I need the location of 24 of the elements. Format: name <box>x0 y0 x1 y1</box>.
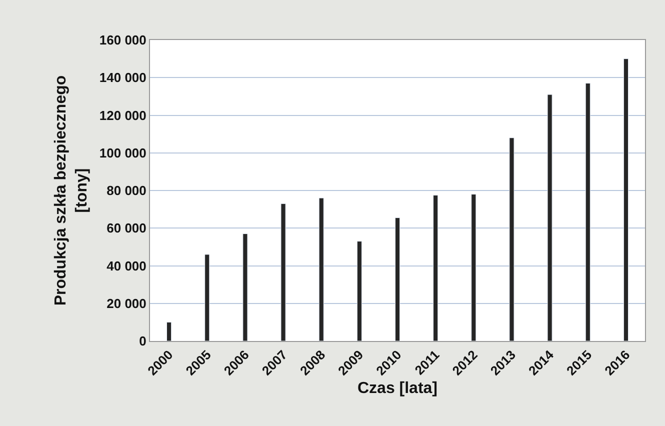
y-tick-label: 160 000 <box>99 32 146 48</box>
y-axis-title: Produkcja szkła bezpiecznego [tony] <box>52 75 90 306</box>
bar <box>433 194 438 341</box>
bar <box>509 138 514 341</box>
y-tick-label: 80 000 <box>106 183 146 198</box>
bar <box>242 234 248 341</box>
bar <box>280 203 286 341</box>
y-tick-label: 100 000 <box>99 145 146 160</box>
y-tick-label: 0 <box>139 334 146 349</box>
bar <box>166 322 172 341</box>
bar <box>585 83 590 341</box>
y-tick-label: 40 000 <box>106 258 146 274</box>
y-tick-label: 140 000 <box>99 70 146 86</box>
bar <box>394 218 400 341</box>
y-tick-label: 60 000 <box>106 220 146 236</box>
x-axis-title: Czas [lata] <box>357 380 438 397</box>
bar <box>318 198 324 341</box>
bar <box>471 194 476 341</box>
bar <box>547 94 552 341</box>
bar <box>204 254 210 341</box>
bar <box>356 241 362 341</box>
bar <box>623 58 628 341</box>
y-tick-label: 20 000 <box>106 296 146 311</box>
y-tick-label: 120 000 <box>99 108 146 123</box>
